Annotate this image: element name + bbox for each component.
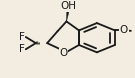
Text: O: O <box>59 48 68 58</box>
Text: OH: OH <box>60 1 76 11</box>
Text: F: F <box>19 32 25 42</box>
Text: O: O <box>120 25 128 35</box>
Polygon shape <box>66 12 69 21</box>
Text: F: F <box>19 44 25 54</box>
